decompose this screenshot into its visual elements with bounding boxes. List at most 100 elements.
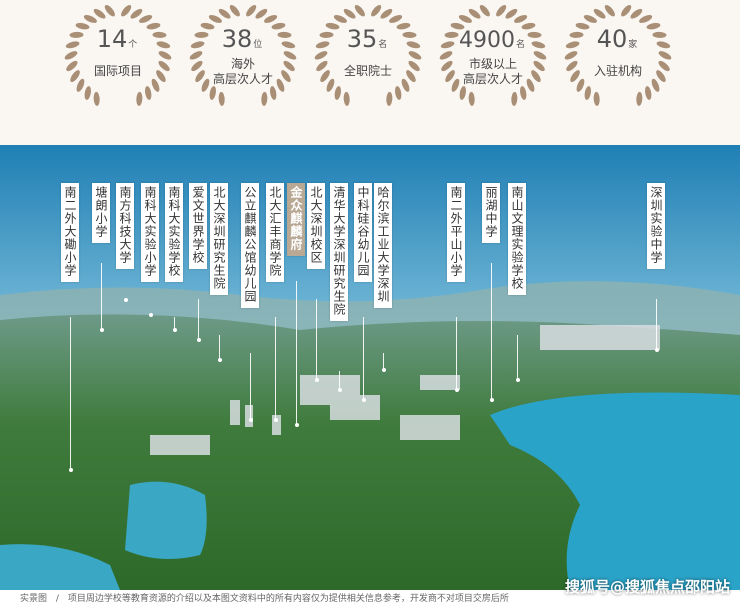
laurel-leaf <box>229 5 240 17</box>
laurel-leaf <box>406 41 421 49</box>
laurel-leaf <box>408 60 420 72</box>
laurel-leaf <box>576 78 585 92</box>
laurel-leaf <box>201 78 210 92</box>
laurel-leaf <box>514 15 528 23</box>
laurel-leaf <box>468 91 475 106</box>
pointer-dot <box>337 388 342 392</box>
laurel-leaf <box>277 31 292 38</box>
laurel-leaf <box>531 70 541 83</box>
stat-unit: 名 <box>516 38 525 50</box>
laurel-leaf <box>200 22 215 30</box>
laurel-leaf <box>444 31 459 38</box>
footer-separator: / <box>55 594 59 604</box>
laurel-leaf <box>584 86 591 100</box>
laurel-leaf <box>334 86 341 100</box>
laurel-leaf <box>208 15 222 23</box>
laurel-leaf <box>468 8 481 19</box>
laurel-leaf <box>69 31 84 38</box>
laurel-leaf <box>66 60 78 72</box>
pointer-dot <box>489 398 494 402</box>
laurel-leaf <box>630 8 643 19</box>
laurel-leaf <box>658 60 670 72</box>
laurel-leaf <box>194 31 209 38</box>
laurel-leaf <box>652 31 667 38</box>
stat-number: 14 <box>97 25 128 53</box>
stat-number: 35 <box>347 25 378 53</box>
laurel-leaf <box>246 5 257 17</box>
pointer-dot <box>454 388 459 392</box>
laurel-leaf <box>459 86 466 100</box>
laurel-leaf <box>564 51 578 60</box>
laurel-leaf <box>621 5 632 17</box>
pointer-line <box>456 317 457 390</box>
laurel-leaf <box>190 41 205 49</box>
school-tag: 南方科技大学 <box>116 183 134 269</box>
laurel-leaf <box>83 15 97 23</box>
stat-label: 高层次人才 <box>463 71 523 86</box>
footer-note: 项目周边学校等教育资源的介绍以及本图文资料中的所有内容仅为提供相关信息参考，开发… <box>67 594 509 604</box>
pointer-line <box>383 353 384 370</box>
pointer-line <box>219 335 220 360</box>
pointer-dot <box>148 313 153 317</box>
laurel-leaf <box>575 22 590 30</box>
laurel-leaf <box>520 86 527 100</box>
pointer-line <box>275 317 276 420</box>
laurel-leaf <box>145 86 152 100</box>
pointer-line <box>316 299 317 380</box>
laurel-leaf <box>158 60 170 72</box>
laurel-leaf <box>458 15 472 23</box>
stat-label: 市级以上 <box>469 56 517 71</box>
laurel-leaf <box>354 5 365 17</box>
laurel-leaf <box>325 22 340 30</box>
stat-label: 高层次人才 <box>213 71 273 86</box>
laurel-leaf <box>283 60 295 72</box>
pointer-dot <box>381 368 386 372</box>
pointer-dot <box>196 338 201 342</box>
laurel-leaf <box>533 51 547 60</box>
school-tag: 公立麒麟公馆幼儿园 <box>241 183 259 308</box>
laurel-leaf <box>396 22 411 30</box>
laurel-leaf <box>189 51 203 60</box>
laurel-leaf <box>570 70 580 83</box>
laurel-leaf <box>191 60 203 72</box>
pointer-dot <box>68 468 73 472</box>
laurel-leaf <box>139 15 153 23</box>
pointer-dot <box>273 418 278 422</box>
laurel-leaf <box>658 51 672 60</box>
laurel-leaf <box>565 41 580 49</box>
pointer-dot <box>99 328 104 332</box>
laurel-leaf <box>406 70 416 83</box>
laurel-leaf <box>151 78 160 92</box>
stat-number: 4900 <box>459 28 515 53</box>
laurel-leaf <box>401 78 410 92</box>
stat-label: 国际项目 <box>94 64 142 78</box>
pointer-line <box>339 371 340 390</box>
pointer-line <box>296 281 297 425</box>
pointer-dot <box>172 328 177 332</box>
laurel-leaf <box>76 78 85 92</box>
school-tag: 北大深圳研究生院 <box>210 183 228 295</box>
laurel-leaf <box>333 15 347 23</box>
footer: 实景图 / 项目周边学校等教育资源的介绍以及本图文资料中的所有内容仅为提供相关信… <box>0 590 740 608</box>
pointer-line <box>491 263 492 400</box>
laurel-leaf <box>402 31 417 38</box>
laurel-leaf <box>270 86 277 100</box>
laurel-leaf <box>93 8 106 19</box>
laurel-leaf <box>255 8 268 19</box>
school-tag: 深圳实验中学 <box>647 183 665 269</box>
laurel-leaf <box>75 22 90 30</box>
laurel-leaf <box>218 91 225 106</box>
laurel-leaf <box>656 41 671 49</box>
school-tag: 南科大实验小学 <box>141 183 159 282</box>
laurel-leaf <box>158 51 172 60</box>
laurel-leaf <box>593 91 600 106</box>
laurel-leaf <box>271 22 286 30</box>
pointer-dot <box>248 418 253 422</box>
laurel-leaf <box>441 60 453 72</box>
pointer-line <box>174 317 175 330</box>
laurel-leaf <box>569 31 584 38</box>
